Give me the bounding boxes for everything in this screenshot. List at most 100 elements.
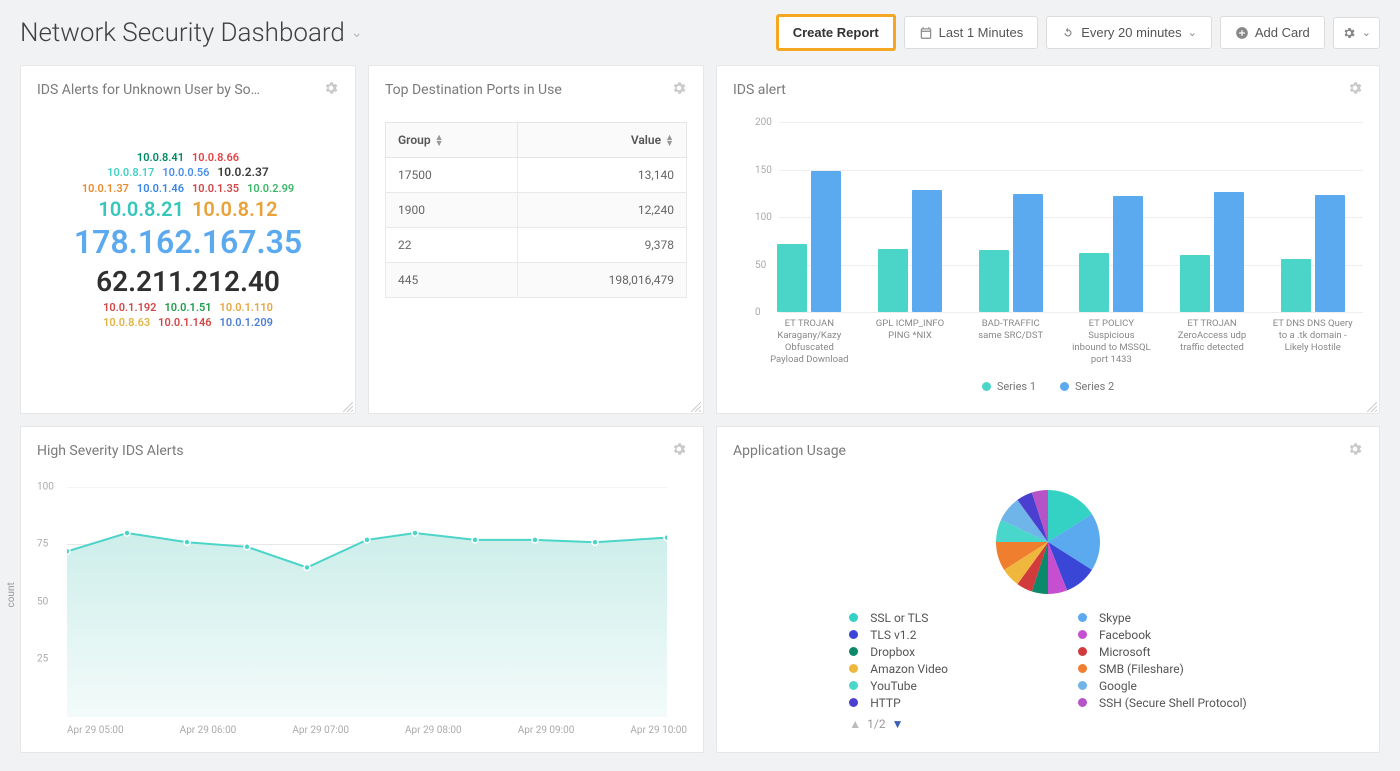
legend-swatch — [849, 613, 858, 622]
data-point[interactable] — [364, 536, 370, 542]
legend-item[interactable]: SSH (Secure Shell Protocol) — [1078, 696, 1247, 710]
data-point[interactable] — [124, 530, 130, 536]
data-point[interactable] — [412, 530, 418, 536]
legend-label: Dropbox — [870, 645, 915, 659]
legend-swatch — [849, 681, 858, 690]
cloud-ip[interactable]: 10.0.8.12 — [188, 196, 282, 222]
ports-table: Group▲▼ Value▲▼ 1750013,140190012,240229… — [385, 122, 687, 298]
bar-series2[interactable] — [811, 171, 841, 312]
cloud-ip[interactable]: 10.0.1.37 — [78, 182, 133, 196]
cloud-ip[interactable]: 10.0.1.51 — [160, 301, 215, 315]
data-point[interactable] — [67, 548, 70, 554]
legend-item[interactable]: Microsoft — [1078, 645, 1247, 659]
cloud-ip[interactable]: 10.0.2.37 — [213, 165, 272, 181]
legend-swatch — [1078, 698, 1087, 707]
cloud-ip[interactable]: 62.211.212.40 — [92, 264, 284, 300]
time-range-label: Last 1 Minutes — [939, 25, 1024, 40]
settings-button[interactable]: ⌄ — [1333, 17, 1380, 49]
legend-swatch — [849, 630, 858, 639]
legend-swatch — [1078, 664, 1087, 673]
bar-series1[interactable] — [979, 250, 1009, 312]
gear-icon — [671, 80, 687, 96]
data-point[interactable] — [664, 534, 667, 540]
bar-series1[interactable] — [1079, 253, 1109, 312]
cloud-ip[interactable]: 10.0.8.17 — [103, 166, 158, 180]
legend-item[interactable]: Facebook — [1078, 628, 1247, 642]
bar-series1[interactable] — [1180, 255, 1210, 312]
cloud-ip[interactable]: 10.0.8.66 — [188, 151, 243, 165]
legend-item[interactable]: Amazon Video — [849, 662, 1018, 676]
table-row[interactable]: 190012,240 — [386, 193, 687, 228]
cloud-ip[interactable]: 10.0.1.110 — [216, 301, 277, 315]
high-severity-card: High Severity IDS Alerts count 255075100… — [20, 426, 704, 753]
calendar-icon — [919, 26, 933, 40]
legend-label: Skype — [1099, 611, 1131, 625]
data-point[interactable] — [244, 543, 250, 549]
resize-handle[interactable] — [691, 401, 701, 411]
title-chevron-icon[interactable]: ⌄ — [351, 25, 363, 41]
bar-category-label: BAD-TRAFFIC same SRC/DST — [970, 318, 1051, 366]
legend-series2: Series 2 — [1075, 380, 1114, 393]
data-point[interactable] — [472, 536, 478, 542]
time-range-button[interactable]: Last 1 Minutes — [904, 16, 1039, 49]
ids-alert-card: IDS alert 050100150200 ET TROJAN Karagan… — [716, 65, 1380, 414]
add-card-label: Add Card — [1255, 25, 1310, 40]
cloud-ip[interactable]: 10.0.1.146 — [154, 316, 215, 330]
legend-item[interactable]: HTTP — [849, 696, 1018, 710]
bar-category-label: ET DNS DNS Query to a .tk domain - Likel… — [1272, 318, 1353, 366]
cloud-ip[interactable]: 10.0.1.35 — [188, 182, 243, 196]
cloud-ip[interactable]: 10.0.1.46 — [133, 182, 188, 196]
cloud-ip[interactable]: 10.0.8.41 — [133, 151, 188, 165]
severity-area-chart: 255075100 — [67, 487, 687, 717]
table-row[interactable]: 229,378 — [386, 228, 687, 263]
resize-handle[interactable] — [343, 401, 353, 411]
data-point[interactable] — [304, 564, 310, 570]
sort-icon: ▲▼ — [665, 135, 674, 147]
legend-item[interactable]: Google — [1078, 679, 1247, 693]
bar-series1[interactable] — [777, 244, 807, 312]
bar-category-label: ET POLICY Suspicious inbound to MSSQL po… — [1071, 318, 1152, 366]
card-settings-button[interactable] — [671, 441, 687, 461]
legend-item[interactable]: SMB (Fileshare) — [1078, 662, 1247, 676]
cloud-ip[interactable]: 10.0.2.99 — [243, 182, 298, 196]
col-value[interactable]: Value▲▼ — [517, 123, 686, 158]
cloud-ip[interactable]: 10.0.1.209 — [216, 316, 277, 330]
table-row[interactable]: 1750013,140 — [386, 158, 687, 193]
data-point[interactable] — [532, 536, 538, 542]
card-settings-button[interactable] — [323, 80, 339, 100]
cloud-ip[interactable]: 10.0.1.192 — [99, 301, 160, 315]
cloud-ip[interactable]: 10.0.8.21 — [94, 196, 188, 222]
legend-item[interactable]: TLS v1.2 — [849, 628, 1018, 642]
data-point[interactable] — [184, 539, 190, 545]
legend-swatch — [849, 664, 858, 673]
legend-item[interactable]: SSL or TLS — [849, 611, 1018, 625]
col-group[interactable]: Group▲▼ — [386, 123, 518, 158]
cloud-ip[interactable]: 178.162.167.35 — [70, 222, 306, 264]
bar-series2[interactable] — [1214, 192, 1244, 312]
table-row[interactable]: 445198,016,479 — [386, 263, 687, 298]
legend-item[interactable]: Skype — [1078, 611, 1247, 625]
cloud-ip[interactable]: 10.0.0.56 — [158, 166, 213, 180]
refresh-interval-button[interactable]: Every 20 minutes ⌄ — [1046, 16, 1212, 49]
resize-handle[interactable] — [1367, 401, 1377, 411]
data-point[interactable] — [592, 539, 598, 545]
bar-series2[interactable] — [1013, 194, 1043, 312]
bar-series1[interactable] — [878, 249, 908, 312]
bar-series2[interactable] — [912, 190, 942, 312]
legend-series1: Series 1 — [997, 380, 1036, 393]
bar-series1[interactable] — [1281, 259, 1311, 312]
card-settings-button[interactable] — [1347, 80, 1363, 100]
legend-swatch — [1078, 647, 1087, 656]
bar-series2[interactable] — [1315, 195, 1345, 312]
bar-series2[interactable] — [1113, 196, 1143, 312]
legend-item[interactable]: Dropbox — [849, 645, 1018, 659]
cell-value: 198,016,479 — [517, 263, 686, 298]
legend-item[interactable]: YouTube — [849, 679, 1018, 693]
create-report-button[interactable]: Create Report — [776, 14, 896, 51]
x-axis-ticks: Apr 29 05:00Apr 29 06:00Apr 29 07:00Apr … — [37, 721, 687, 736]
cloud-ip[interactable]: 10.0.8.63 — [99, 316, 154, 330]
legend-pager[interactable]: ▲ 1/2 ▼ — [849, 713, 1246, 731]
card-settings-button[interactable] — [1347, 441, 1363, 461]
add-card-button[interactable]: Add Card — [1220, 16, 1325, 49]
card-settings-button[interactable] — [671, 80, 687, 100]
